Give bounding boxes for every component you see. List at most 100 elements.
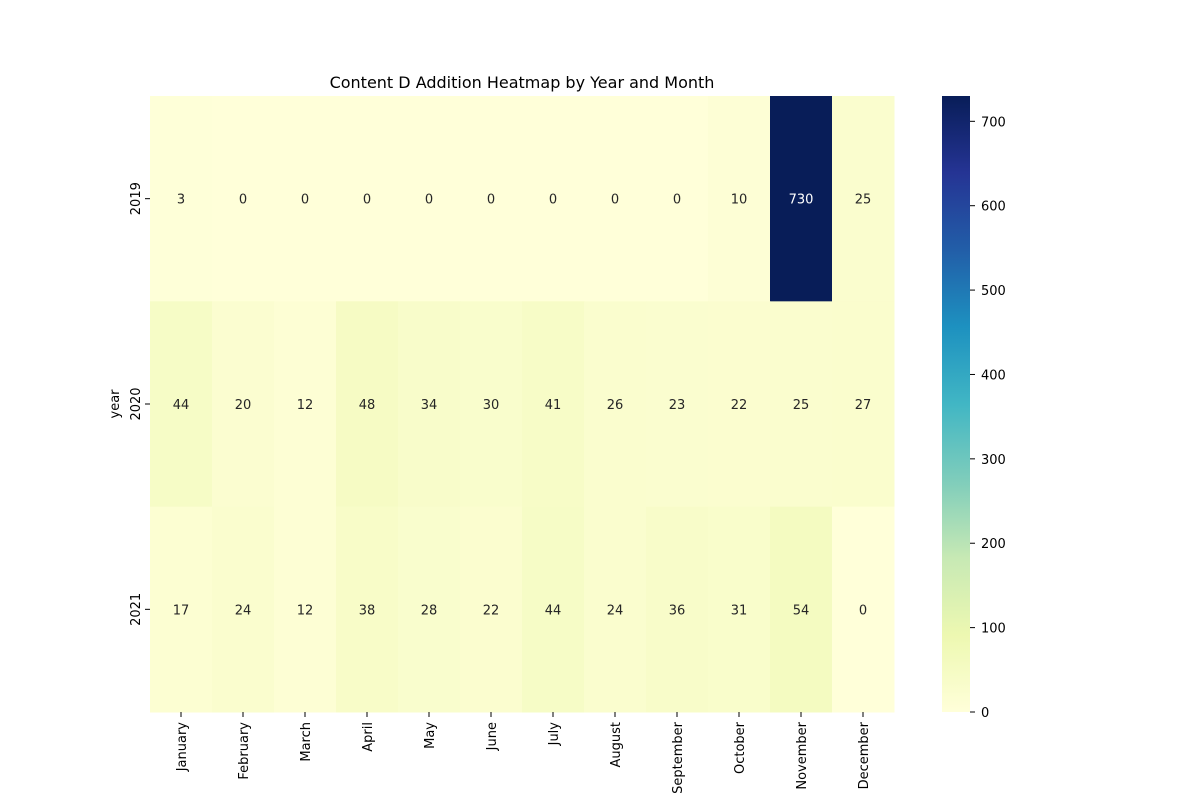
heatmap-cell xyxy=(398,96,461,302)
x-tick-label: July xyxy=(547,722,562,747)
colorbar-tick-label: 200 xyxy=(981,537,1006,552)
y-tick-label: 2021 xyxy=(129,593,144,626)
heatmap-cell xyxy=(336,96,399,302)
x-tick-label: October xyxy=(733,721,748,774)
x-tick-label: April xyxy=(361,722,376,752)
heatmap-cell xyxy=(460,506,523,713)
cell-value-label: 20 xyxy=(235,398,252,413)
y-axis-label: year xyxy=(108,389,123,419)
cell-value-label: 10 xyxy=(731,193,748,208)
cell-value-label: 0 xyxy=(611,193,619,208)
cell-value-label: 54 xyxy=(793,603,810,618)
cell-value-label: 17 xyxy=(173,603,190,618)
colorbar-tick-label: 500 xyxy=(981,284,1006,299)
cell-value-label: 48 xyxy=(359,398,376,413)
heatmap-cell xyxy=(274,96,337,302)
heatmap-cell xyxy=(708,96,771,302)
colorbar-tick-label: 700 xyxy=(981,115,1006,130)
cell-value-label: 0 xyxy=(673,193,681,208)
cell-value-label: 44 xyxy=(545,603,562,618)
x-tick-label: September xyxy=(671,721,686,794)
cell-value-label: 36 xyxy=(669,603,686,618)
heatmap-cell xyxy=(522,301,585,508)
cell-value-label: 27 xyxy=(855,398,872,413)
heatmap-cell xyxy=(708,301,771,508)
cell-value-label: 0 xyxy=(301,193,309,208)
heatmap-cell xyxy=(460,301,523,508)
heatmap-cell xyxy=(460,96,523,302)
cell-value-label: 0 xyxy=(859,603,867,618)
cell-value-label: 730 xyxy=(789,193,814,208)
cell-value-label: 34 xyxy=(421,398,438,413)
heatmap-cell xyxy=(336,506,399,713)
y-tick-label: 2020 xyxy=(129,387,144,420)
cell-value-label: 31 xyxy=(731,603,748,618)
x-tick-label: November xyxy=(795,721,810,789)
heatmap-cell xyxy=(150,506,213,713)
cell-value-label: 0 xyxy=(549,193,557,208)
cell-value-label: 25 xyxy=(855,193,872,208)
heatmap-cell xyxy=(150,96,213,302)
heatmap-cell xyxy=(398,506,461,713)
y-tick-label: 2019 xyxy=(129,182,144,215)
cell-value-label: 12 xyxy=(297,398,314,413)
heatmap-cells xyxy=(150,96,895,713)
heatmap-cell xyxy=(646,301,709,508)
heatmap-cell xyxy=(584,96,647,302)
heatmap-cell xyxy=(584,506,647,713)
cell-value-label: 38 xyxy=(359,603,376,618)
heatmap-cell xyxy=(398,301,461,508)
cell-value-label: 0 xyxy=(487,193,495,208)
heatmap-cell xyxy=(274,301,337,508)
heatmap-cell xyxy=(770,506,833,713)
cell-value-label: 0 xyxy=(239,193,247,208)
heatmap-cell xyxy=(770,301,833,508)
x-tick-label: February xyxy=(237,722,252,780)
cell-value-label: 44 xyxy=(173,398,190,413)
x-tick-label: March xyxy=(299,722,314,762)
heatmap-cell xyxy=(522,506,585,713)
x-tick-label: December xyxy=(857,721,872,789)
cell-value-label: 24 xyxy=(607,603,624,618)
heatmap-cell xyxy=(832,301,895,508)
cell-value-label: 0 xyxy=(363,193,371,208)
colorbar: 0 100 200 300 400 500 600 700 xyxy=(942,96,1006,721)
colorbar-tick-label: 300 xyxy=(981,453,1006,468)
heatmap-cell xyxy=(770,96,833,302)
heatmap-cell xyxy=(212,506,275,713)
cell-value-label: 26 xyxy=(607,398,624,413)
x-axis: January February March April May June July Augu… xyxy=(175,712,872,794)
x-tick-label: January xyxy=(175,722,190,773)
x-tick-label: June xyxy=(485,722,500,751)
heatmap-cell xyxy=(336,301,399,508)
heatmap-cell xyxy=(212,301,275,508)
cell-value-label: 12 xyxy=(297,603,314,618)
y-axis: 2019 2020 2021 xyxy=(129,182,150,626)
colorbar-tick-label: 100 xyxy=(981,622,1006,637)
cell-value-label: 0 xyxy=(425,193,433,208)
cell-value-label: 23 xyxy=(669,398,686,413)
heatmap-cell xyxy=(832,96,895,302)
cell-value-label: 3 xyxy=(177,193,185,208)
heatmap-cell xyxy=(708,506,771,713)
heatmap-cell xyxy=(522,96,585,302)
cell-value-label: 24 xyxy=(235,603,252,618)
cell-value-label: 30 xyxy=(483,398,500,413)
colorbar-tick-label: 600 xyxy=(981,200,1006,215)
heatmap-cell xyxy=(150,301,213,508)
cell-value-label: 22 xyxy=(483,603,500,618)
cell-value-label: 22 xyxy=(731,398,748,413)
heatmap-cell xyxy=(646,506,709,713)
heatmap-cell xyxy=(832,506,895,713)
heatmap-cell xyxy=(212,96,275,302)
colorbar-tick-label: 400 xyxy=(981,368,1006,383)
x-tick-label: August xyxy=(609,722,624,768)
chart-title: Content D Addition Heatmap by Year and M… xyxy=(330,73,715,92)
heatmap-cell xyxy=(646,96,709,302)
x-tick-label: May xyxy=(423,722,438,749)
cell-value-label: 25 xyxy=(793,398,810,413)
colorbar-gradient xyxy=(942,96,970,712)
cell-value-label: 28 xyxy=(421,603,438,618)
